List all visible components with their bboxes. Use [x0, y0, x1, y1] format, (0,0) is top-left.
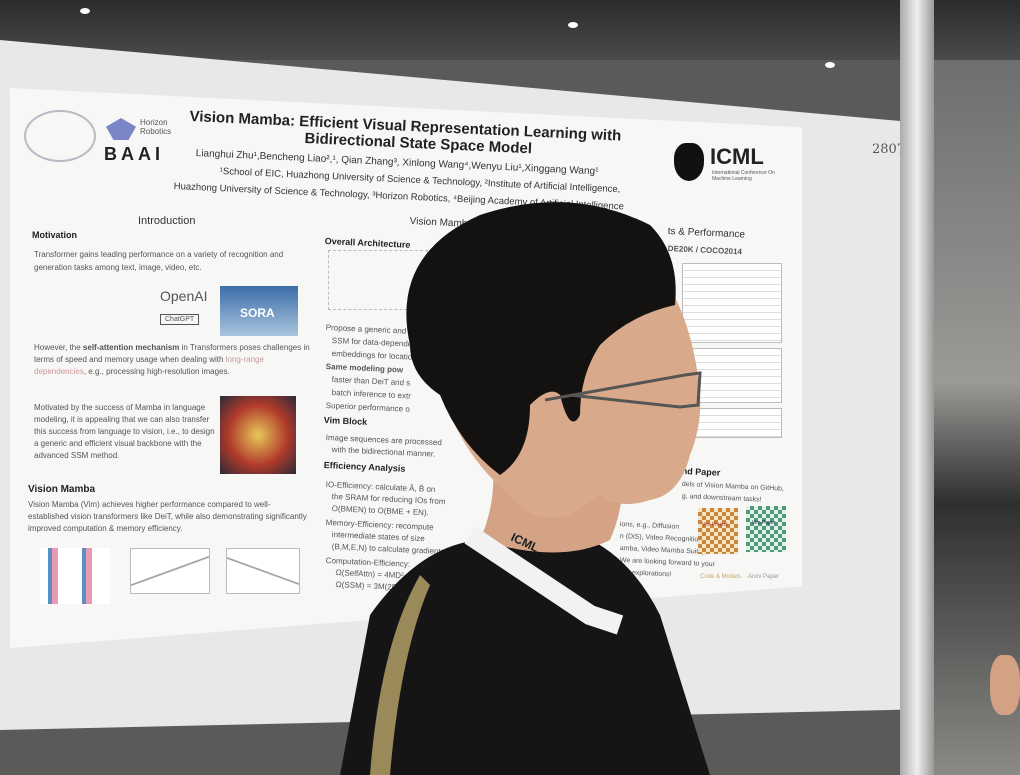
heading-vision-mamba: Vision Mamba: [28, 484, 96, 495]
vim-summary-text: Vision Mamba (Vim) achieves higher perfo…: [28, 500, 307, 533]
attention-text: However, the self-attention mechanism in…: [34, 342, 310, 378]
motivation-text: Transformer gains leading performance on…: [34, 250, 284, 272]
sora-logo-text: SORA: [240, 306, 275, 320]
black-shirt: [340, 535, 710, 775]
horizon-logo-text: Horizon Robotics: [140, 118, 172, 136]
ceiling-light: [568, 22, 578, 28]
icml-logo: ICML: [710, 144, 764, 169]
heading-motivation: Motivation: [32, 230, 77, 240]
ceiling: [0, 0, 1020, 60]
baai-logo: BAAI: [104, 144, 164, 164]
glasses: [544, 371, 702, 409]
attention-text-part: in Transformers poses challenges in term…: [34, 343, 310, 364]
icml-logo-icon: [674, 143, 704, 181]
other-persons-hand: [990, 655, 1020, 715]
mamba-snake-image: [220, 396, 296, 474]
section-introduction: Introduction: [138, 215, 196, 227]
qr-code-project[interactable]: Vim Project: [698, 508, 738, 554]
hust-logo: [24, 110, 96, 162]
qr-label: Vim Project: [702, 522, 728, 528]
mamba-motivation-text: Motivated by the success of Mamba in lan…: [34, 403, 215, 460]
accuracy-comparison-chart: [40, 548, 110, 604]
speed-comparison-chart: [130, 548, 210, 594]
openai-logo: OpenAI: [160, 288, 208, 304]
hair: [406, 202, 676, 475]
ceiling-light: [80, 8, 90, 14]
sora-image: SORA: [220, 286, 298, 336]
qr-label: Vim Paper: [752, 520, 776, 526]
board-number: 2807: [872, 142, 906, 157]
qr-caption: Arxiv Paper: [748, 574, 780, 580]
attention-text-highlight: long-range dependencies: [34, 355, 264, 376]
chatgpt-logo: ChatGPT: [160, 314, 200, 325]
horizon-logo-icon: [106, 118, 136, 140]
memory-comparison-chart: [226, 548, 300, 594]
qr-code-paper[interactable]: Vim Paper: [746, 506, 786, 552]
results-table: [682, 263, 782, 343]
bag-strap: [370, 575, 430, 775]
lanyard: [464, 526, 624, 635]
attention-text-bold: self-attention mechanism: [82, 343, 180, 352]
qr-caption: Code & Models: [700, 574, 742, 580]
support-pole: [900, 0, 934, 775]
person: ICML: [340, 202, 710, 775]
attention-text-part: However, the: [34, 343, 83, 352]
icml-logo-subtitle: International Conference On Machine Lear…: [712, 170, 775, 182]
ceiling-light: [825, 62, 835, 68]
attention-text-part: , e.g., processing high-resolution image…: [83, 367, 230, 376]
